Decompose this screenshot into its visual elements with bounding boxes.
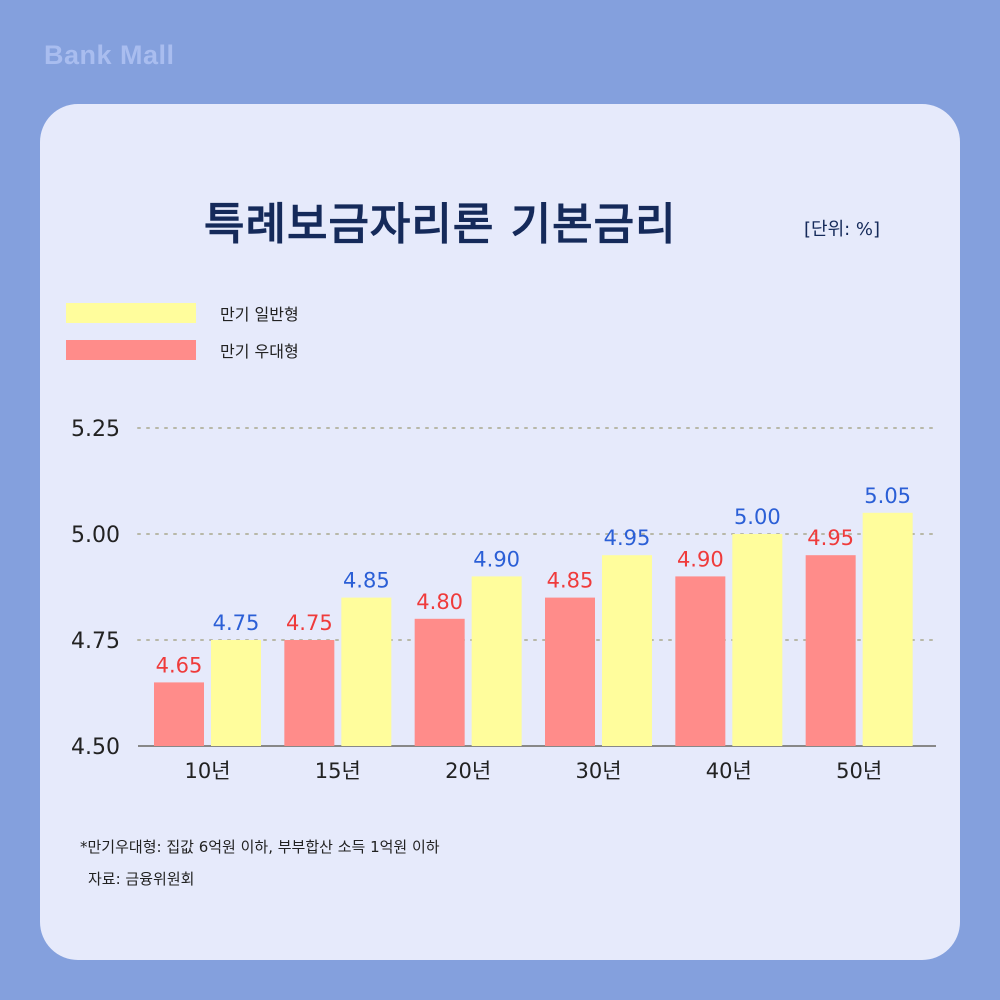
bar-general bbox=[602, 555, 652, 746]
bar-preferred bbox=[545, 597, 595, 746]
data-label-preferred: 4.75 bbox=[286, 611, 333, 635]
data-label-general: 4.75 bbox=[213, 611, 260, 635]
data-label-general: 4.95 bbox=[604, 526, 651, 550]
y-tick-label: 4.50 bbox=[71, 735, 120, 760]
brand-logo: Bank Mall bbox=[44, 40, 175, 70]
bar-general bbox=[211, 640, 261, 746]
unit-label: [단위: %] bbox=[804, 219, 881, 240]
data-label-preferred: 4.85 bbox=[547, 569, 594, 593]
bar-preferred bbox=[284, 640, 335, 746]
legend-label-preferred: 만기 우대형 bbox=[220, 342, 299, 361]
data-label-general: 4.90 bbox=[473, 547, 520, 571]
chart-card: 특례보금자리론 기본금리 [단위: %] 만기 일반형 만기 우대형 4.50 4… bbox=[40, 104, 960, 960]
x-tick-label: 30년 bbox=[575, 759, 621, 783]
y-tick-label: 4.75 bbox=[71, 629, 120, 654]
y-tick-label: 5.25 bbox=[71, 417, 120, 442]
data-label-preferred: 4.80 bbox=[416, 590, 463, 614]
data-label-general: 4.85 bbox=[343, 569, 390, 593]
bar-preferred bbox=[805, 555, 856, 746]
x-tick-label: 50년 bbox=[836, 759, 882, 783]
y-tick-label: 5.00 bbox=[71, 523, 120, 548]
bar-chart: 4.50 4.75 5.00 5.25 4.65 4.75 10년 4.75 4.85 15년 4.… bbox=[71, 417, 937, 783]
bar-preferred bbox=[414, 618, 465, 746]
chart-title: 특례보금자리론 기본금리 bbox=[204, 199, 677, 250]
legend-swatch-general bbox=[66, 303, 196, 323]
data-label-general: 5.00 bbox=[734, 505, 781, 529]
legend-item-preferred: 만기 우대형 bbox=[66, 339, 299, 361]
x-tick-label: 15년 bbox=[315, 759, 361, 783]
bar-general bbox=[471, 576, 522, 746]
data-label-general: 5.05 bbox=[864, 484, 911, 508]
bar-preferred bbox=[154, 682, 204, 746]
legend-item-general: 만기 일반형 bbox=[66, 302, 299, 324]
legend-swatch-preferred bbox=[66, 340, 196, 360]
bar-general bbox=[732, 534, 783, 746]
x-tick-label: 40년 bbox=[706, 759, 752, 783]
legend-label-general: 만기 일반형 bbox=[220, 305, 299, 324]
data-label-preferred: 4.65 bbox=[156, 653, 203, 677]
footnote-source: 자료: 금융위원회 bbox=[88, 870, 195, 888]
footnote-condition: *만기우대형: 집값 6억원 이하, 부부합산 소득 1억원 이하 bbox=[80, 838, 440, 856]
x-tick-label: 10년 bbox=[184, 759, 230, 783]
x-tick-label: 20년 bbox=[445, 759, 491, 783]
data-label-preferred: 4.95 bbox=[807, 526, 854, 550]
data-label-preferred: 4.90 bbox=[677, 547, 724, 571]
bar-general bbox=[341, 597, 392, 746]
bar-preferred bbox=[675, 576, 726, 746]
bar-general bbox=[862, 512, 913, 746]
